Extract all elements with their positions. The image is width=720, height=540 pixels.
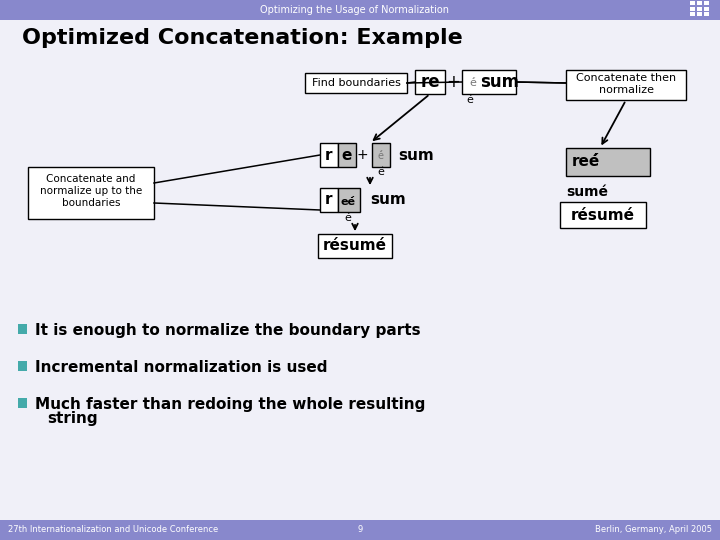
Text: It is enough to normalize the boundary parts: It is enough to normalize the boundary p… xyxy=(35,322,420,338)
Text: 9: 9 xyxy=(357,525,363,535)
Text: Concatenate and: Concatenate and xyxy=(46,174,135,184)
Text: sumé: sumé xyxy=(566,185,608,199)
Bar xyxy=(704,1,709,5)
Bar xyxy=(0,0,720,20)
Text: sum: sum xyxy=(480,73,519,91)
Text: sum: sum xyxy=(370,192,406,207)
Bar xyxy=(372,143,390,167)
Text: é: é xyxy=(345,213,351,223)
Bar xyxy=(0,520,720,540)
Text: normalize up to the: normalize up to the xyxy=(40,186,142,196)
Bar xyxy=(462,70,516,94)
Bar xyxy=(305,73,407,93)
Text: eé́: eé́ xyxy=(341,197,356,207)
Bar xyxy=(320,188,338,212)
Text: sum: sum xyxy=(398,147,433,163)
Bar xyxy=(320,143,338,167)
Bar xyxy=(560,202,646,228)
Bar xyxy=(18,398,27,408)
Bar xyxy=(28,167,154,219)
Bar xyxy=(697,1,702,5)
Bar xyxy=(338,143,356,167)
Text: normalize: normalize xyxy=(598,85,654,95)
Text: re: re xyxy=(420,73,440,91)
Text: Berlin, Germany, April 2005: Berlin, Germany, April 2005 xyxy=(595,525,712,535)
Text: r: r xyxy=(325,147,333,163)
Text: é́: é́ xyxy=(378,151,384,161)
Text: r: r xyxy=(325,192,333,207)
Text: Optimizing the Usage of Normalization: Optimizing the Usage of Normalization xyxy=(261,5,449,15)
Text: é: é xyxy=(377,167,384,177)
Text: 27th Internationalization and Unicode Conference: 27th Internationalization and Unicode Co… xyxy=(8,525,218,535)
Bar xyxy=(690,1,695,5)
Bar xyxy=(690,12,695,16)
Bar xyxy=(18,361,27,371)
Bar xyxy=(566,148,650,176)
Text: é: é xyxy=(467,95,474,105)
Text: résumé: résumé xyxy=(571,207,635,222)
Bar xyxy=(318,234,392,258)
Text: boundaries: boundaries xyxy=(62,198,120,208)
Text: reé́: reé́ xyxy=(572,154,600,170)
Text: Find boundaries: Find boundaries xyxy=(312,78,400,88)
Text: résumé: résumé xyxy=(323,239,387,253)
Text: Optimized Concatenation: Example: Optimized Concatenation: Example xyxy=(22,28,463,48)
Text: string: string xyxy=(47,410,98,426)
Text: Concatenate then: Concatenate then xyxy=(576,73,676,83)
Bar xyxy=(704,6,709,10)
Bar xyxy=(690,6,695,10)
Bar xyxy=(697,6,702,10)
Text: Much faster than redoing the whole resulting: Much faster than redoing the whole resul… xyxy=(35,396,426,411)
Bar xyxy=(704,12,709,16)
Text: +: + xyxy=(446,73,460,91)
Bar xyxy=(697,12,702,16)
Text: +: + xyxy=(356,148,368,162)
Bar xyxy=(18,324,27,334)
Bar xyxy=(338,188,360,212)
Bar xyxy=(566,70,686,100)
Bar xyxy=(415,70,445,94)
Text: Incremental normalization is used: Incremental normalization is used xyxy=(35,360,328,375)
Text: e: e xyxy=(342,147,352,163)
Text: é́: é́ xyxy=(469,78,476,88)
